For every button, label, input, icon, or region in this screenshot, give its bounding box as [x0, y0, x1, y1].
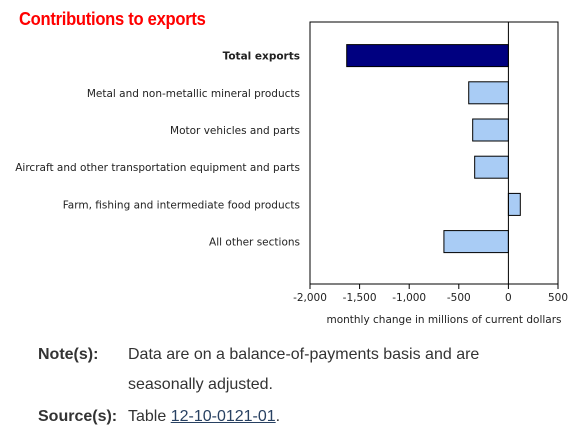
bar-all-other-sections — [443, 230, 509, 254]
x-axis-title: monthly change in millions of current do… — [326, 314, 561, 326]
bar-chart: Total exports Metal and non-metallic mine… — [15, 21, 568, 326]
category-label: Farm, fishing and intermediate food prod… — [63, 199, 300, 211]
category-labels: Total exports Metal and non-metallic mine… — [15, 51, 300, 249]
x-tick-label: 500 — [548, 292, 568, 304]
bar-metal-and-non-metallic-mineral-products — [468, 81, 509, 105]
bar-total-exports — [346, 44, 509, 68]
source-value: Table 12-10-0121-01. — [128, 402, 558, 432]
notes-section: Note(s): Data are on a balance-of-paymen… — [38, 340, 558, 432]
note-text: Data are on a balance-of-payments basis … — [128, 346, 480, 393]
x-tick-label: -2,000 — [293, 292, 327, 304]
bar-farm-fishing-and-intermediate-food-products — [507, 192, 521, 216]
note-row: Note(s): Data are on a balance-of-paymen… — [38, 340, 558, 400]
note-label: Note(s): — [38, 346, 99, 363]
source-suffix: . — [275, 408, 281, 425]
bars-layer — [346, 44, 521, 254]
source-table-link[interactable]: 12-10-0121-01 — [170, 408, 276, 425]
x-axis-ticks: -2,000 -1,500 -1,000 -500 0 500 — [293, 284, 568, 304]
x-tick-label: -500 — [447, 292, 471, 304]
plot-frame — [309, 21, 559, 285]
bar-motor-vehicles-and-parts — [472, 118, 509, 142]
source-row: Source(s): Table 12-10-0121-01. — [38, 402, 558, 432]
category-label: Metal and non-metallic mineral products — [87, 88, 300, 100]
bar-aircraft-and-other-transportation-equipment-and-parts — [474, 155, 509, 179]
category-label: All other sections — [209, 237, 300, 249]
category-label: Aircraft and other transportation equipm… — [15, 162, 300, 174]
chart-title: Contributions to exports — [19, 9, 206, 29]
category-label: Total exports — [223, 51, 300, 63]
x-tick-label: 0 — [505, 292, 512, 304]
x-tick-label: -1,000 — [392, 292, 426, 304]
source-prefix: Table — [128, 408, 171, 425]
source-label: Source(s): — [38, 408, 118, 425]
x-tick-label: -1,500 — [343, 292, 377, 304]
category-label: Motor vehicles and parts — [170, 125, 300, 137]
